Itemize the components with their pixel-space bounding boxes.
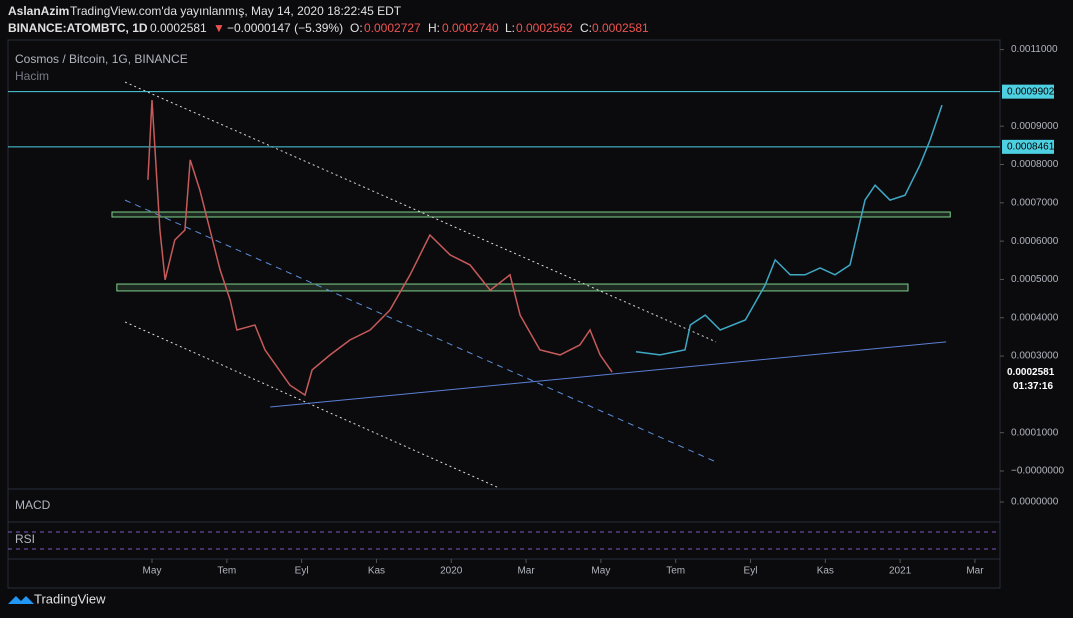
trendline xyxy=(270,341,947,408)
x-tick-label: 2021 xyxy=(889,566,912,577)
price-line xyxy=(147,100,613,397)
price-tag xyxy=(1002,365,1060,394)
price-line xyxy=(635,104,943,356)
x-tick-label: Tem xyxy=(666,566,685,577)
level-tag xyxy=(1002,139,1054,154)
published: TradingView.com'da yayınlanmış, May 14, … xyxy=(70,4,402,18)
h-label: H: xyxy=(428,21,440,35)
x-tick-label: Tem xyxy=(217,566,236,577)
change: −0.0000147 (−5.39%) xyxy=(227,21,343,35)
x-tick-label: Kas xyxy=(817,566,834,577)
pane-frame xyxy=(7,39,1001,589)
x-tick-label: Eyl xyxy=(744,566,758,577)
y-tick-label: 0.0004000 xyxy=(1011,312,1059,323)
y-tick-label: 0.0007000 xyxy=(1011,197,1059,208)
level-label: 0.0009902 xyxy=(1007,86,1055,97)
y-tick-label: 0.0011000 xyxy=(1011,44,1058,55)
brand: TradingView xyxy=(34,591,106,606)
y-tick-label: 0.0006000 xyxy=(1011,236,1059,247)
arrow: ▼ xyxy=(213,21,225,35)
y-tick-label: 0.0000000 xyxy=(1011,497,1059,508)
l-label: L: xyxy=(505,21,515,35)
x-tick-label: May xyxy=(591,566,610,577)
c: 0.0002581 xyxy=(592,21,649,35)
price-label: 0.0002581 xyxy=(1007,367,1055,378)
countdown: 01:37:16 xyxy=(1013,381,1053,392)
level-tag xyxy=(1002,84,1054,99)
symbol: BINANCE:ATOMBTC, 1D xyxy=(8,21,148,35)
y-tick-label: 0.0009000 xyxy=(1011,121,1059,132)
x-tick-label: Mar xyxy=(517,566,535,577)
l: 0.0002562 xyxy=(516,21,573,35)
y-tick-label: 0.0005000 xyxy=(1011,274,1059,285)
y-tick-label: 0.0008000 xyxy=(1011,159,1059,170)
logo xyxy=(8,596,34,604)
x-tick-label: May xyxy=(143,566,162,577)
x-tick-label: 2020 xyxy=(440,566,463,577)
zone xyxy=(111,211,951,218)
trendline xyxy=(124,321,500,489)
x-tick-label: Kas xyxy=(368,566,385,577)
o-label: O: xyxy=(350,21,363,35)
h: 0.0002740 xyxy=(442,21,499,35)
macd-label: MACD xyxy=(15,498,51,512)
level-label: 0.0008461 xyxy=(1007,141,1055,152)
y-tick-label: 0.0003000 xyxy=(1011,351,1059,362)
x-tick-label: Eyl xyxy=(295,566,309,577)
o: 0.0002727 xyxy=(364,21,421,35)
y-tick-label: −0.0000000 xyxy=(1011,466,1065,477)
x-tick-label: Mar xyxy=(966,566,984,577)
trendline xyxy=(124,199,717,463)
rsi-label: RSI xyxy=(15,532,35,546)
y-tick-label: 0.0001000 xyxy=(1011,427,1059,438)
volume-label: Hacim xyxy=(15,69,49,83)
c-label: C: xyxy=(580,21,592,35)
chart-title: Cosmos / Bitcoin, 1G, BINANCE xyxy=(15,52,188,66)
author: AslanAzim xyxy=(8,4,69,18)
last: 0.0002581 xyxy=(150,21,207,35)
